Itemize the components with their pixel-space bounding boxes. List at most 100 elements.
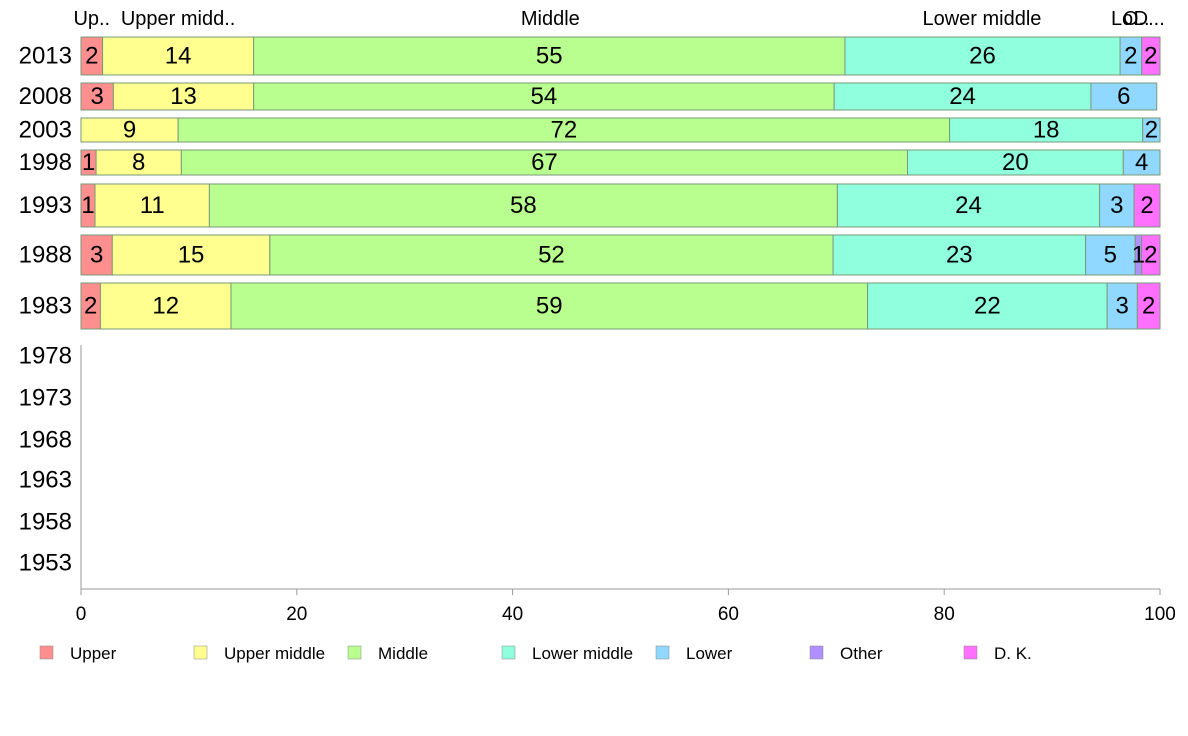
year-label-1958: 1958 bbox=[19, 509, 72, 536]
data-label-1998-middle: 67 bbox=[531, 149, 558, 176]
data-label-2008-lower: 6 bbox=[1117, 83, 1130, 110]
bar-1983-middle bbox=[230, 282, 869, 330]
data-label-1988-lower: 5 bbox=[1104, 242, 1117, 269]
data-label-2008-upper-middle: 13 bbox=[170, 83, 197, 110]
data-label-2013-upper: 2 bbox=[85, 43, 98, 70]
bar-2013-upper-middle bbox=[102, 36, 255, 76]
bar-1988-upper-middle bbox=[111, 234, 271, 276]
bar-1993-lower-middle bbox=[836, 183, 1101, 228]
data-label-1993-upper-middle: 11 bbox=[140, 192, 165, 219]
category-header-labels: Up.. Upper midd.. Middle Lower middle Lo..O.… bbox=[73, 8, 1164, 30]
bar-2003-lower-middle bbox=[949, 117, 1144, 143]
data-label-1988-other: 1 bbox=[1132, 242, 1145, 269]
bar-1988-lower bbox=[1085, 234, 1136, 276]
data-label-1983-lower: 3 bbox=[1116, 293, 1129, 320]
bar-2003-middle bbox=[177, 117, 951, 143]
data-label-2013-lower-middle: 26 bbox=[969, 43, 996, 70]
bar-2008-middle bbox=[253, 82, 835, 111]
data-label-2013-middle: 55 bbox=[536, 43, 563, 70]
bar-1988-upper bbox=[80, 234, 113, 276]
year-label-1963: 1963 bbox=[19, 467, 72, 494]
legend-label-other: Other bbox=[840, 644, 883, 663]
data-label-2013-lower: 2 bbox=[1124, 43, 1137, 70]
category-header-6: D... bbox=[1134, 8, 1165, 30]
data-label-2013-upper-middle: 14 bbox=[165, 43, 192, 70]
data-label-1998-upper-middle: 8 bbox=[132, 149, 145, 176]
legend-swatch-upper-middle bbox=[193, 645, 208, 660]
legend-swatch-d-k bbox=[963, 645, 978, 660]
x-tick-label-60: 60 bbox=[718, 604, 739, 625]
data-label-1983-upper: 2 bbox=[84, 293, 97, 320]
bar-1993-d-k bbox=[1133, 183, 1161, 228]
year-label-1983: 1983 bbox=[19, 293, 72, 320]
data-label-2003-lower: 2 bbox=[1145, 117, 1158, 144]
data-label-2013-d-k: 2 bbox=[1144, 43, 1157, 70]
bar-2008-lower bbox=[1090, 82, 1158, 111]
year-label-1968: 1968 bbox=[19, 427, 72, 454]
data-label-1983-lower-middle: 22 bbox=[974, 293, 1001, 320]
data-label-1998-lower: 4 bbox=[1135, 149, 1148, 176]
year-label-1993: 1993 bbox=[19, 192, 72, 219]
bar-1998-lower-middle bbox=[907, 149, 1124, 176]
data-label-1993-middle: 58 bbox=[510, 192, 537, 219]
legend-swatch-middle bbox=[347, 645, 362, 660]
year-label-2013: 2013 bbox=[19, 43, 72, 70]
x-tick-label-80: 80 bbox=[934, 604, 955, 625]
legend-label-lower-middle: Lower middle bbox=[532, 644, 633, 663]
data-label-2003-upper-middle: 9 bbox=[123, 117, 136, 144]
x-tick-label-20: 20 bbox=[286, 604, 307, 625]
legend: Upper Upper middle Middle Lower middle Lower… bbox=[39, 644, 1032, 663]
x-tick-label-100: 100 bbox=[1144, 604, 1176, 625]
bar-1988-lower-middle bbox=[832, 234, 1087, 276]
year-label-2008: 2008 bbox=[19, 83, 72, 110]
bar-1998-upper-middle bbox=[95, 149, 182, 176]
year-label-1998: 1998 bbox=[19, 149, 72, 176]
year-label-1988: 1988 bbox=[19, 242, 72, 269]
category-header-5: O.. bbox=[1123, 8, 1150, 30]
bar-1998-lower bbox=[1122, 149, 1161, 176]
data-label-1988-upper-middle: 15 bbox=[178, 242, 205, 269]
data-label-1988-d-k: 2 bbox=[1144, 242, 1157, 269]
year-label-2003: 2003 bbox=[19, 117, 72, 144]
legend-label-middle: Middle bbox=[378, 644, 428, 663]
bar-1988-d-k bbox=[1141, 234, 1161, 276]
data-label-2003-middle: 72 bbox=[551, 117, 578, 144]
legend-label-lower: Lower bbox=[686, 644, 733, 663]
data-label-2008-upper: 3 bbox=[91, 83, 104, 110]
data-label-1998-upper: 1 bbox=[82, 149, 95, 176]
bar-1993-middle bbox=[208, 183, 838, 228]
year-label-1973: 1973 bbox=[19, 385, 72, 412]
data-label-1983-upper-middle: 12 bbox=[152, 293, 179, 320]
x-tick-label-40: 40 bbox=[502, 604, 523, 625]
data-label-1993-lower-middle: 24 bbox=[955, 192, 982, 219]
data-label-1993-lower: 3 bbox=[1110, 192, 1123, 219]
category-header-1: Upper midd.. bbox=[121, 8, 236, 30]
category-header-3: Lower middle bbox=[922, 8, 1041, 30]
bar-2013-lower-middle bbox=[844, 36, 1121, 76]
data-label-1998-lower-middle: 20 bbox=[1002, 149, 1029, 176]
legend-swatch-upper bbox=[39, 645, 54, 660]
legend-label-upper-middle: Upper middle bbox=[224, 644, 325, 663]
bars: 2 14 55 26 2 23 13 54 24 69 72 18 21 8 67 20 41 11 58 24 3 23… bbox=[80, 36, 1161, 330]
x-axis: 0 20 40 60 80 100 bbox=[76, 345, 1176, 625]
data-label-1988-upper: 3 bbox=[90, 242, 103, 269]
legend-swatch-other bbox=[809, 645, 824, 660]
bar-1993-upper-middle bbox=[94, 183, 210, 228]
data-label-1988-middle: 52 bbox=[538, 242, 565, 269]
data-label-2003-lower-middle: 18 bbox=[1033, 117, 1060, 144]
data-label-2008-middle: 54 bbox=[531, 83, 558, 110]
category-header-4: Lo.. bbox=[1111, 8, 1144, 30]
legend-swatch-lower-middle bbox=[501, 645, 516, 660]
bar-1988-middle bbox=[269, 234, 834, 276]
year-label-1978: 1978 bbox=[19, 343, 72, 370]
data-label-1988-lower-middle: 23 bbox=[946, 242, 973, 269]
x-tick-label-0: 0 bbox=[76, 604, 87, 625]
legend-swatch-lower bbox=[655, 645, 670, 660]
bar-1983-lower bbox=[1106, 282, 1138, 330]
bar-2008-lower-middle bbox=[833, 82, 1092, 111]
data-label-1983-middle: 59 bbox=[536, 293, 563, 320]
bar-2008-upper-middle bbox=[112, 82, 255, 111]
data-label-1993-upper: 1 bbox=[81, 192, 94, 219]
data-label-2008-lower-middle: 24 bbox=[949, 83, 976, 110]
